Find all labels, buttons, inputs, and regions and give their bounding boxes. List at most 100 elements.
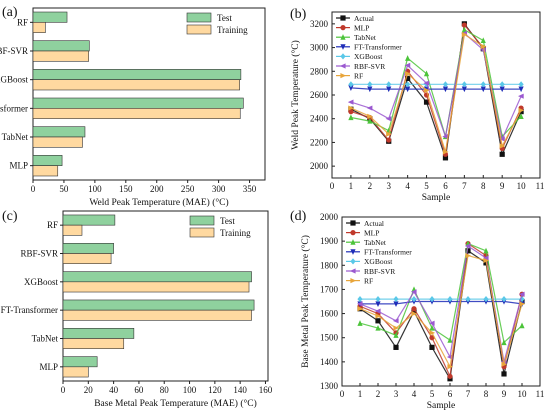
data-point: [404, 62, 411, 68]
data-point: [386, 131, 392, 137]
data-point: [393, 344, 399, 350]
data-point: [465, 253, 472, 259]
category-label: RBF-SVR: [20, 249, 58, 259]
plot-frame: [341, 216, 541, 387]
data-point: [375, 318, 381, 324]
bar-training: [32, 108, 241, 119]
y-axis-label: Base Metal Peak Temperature (°C): [300, 235, 311, 368]
data-point: [429, 330, 436, 336]
x-tick-label: 100: [88, 184, 102, 194]
x-tick-label: 5: [424, 181, 429, 191]
category-label: XGBoost: [24, 277, 59, 287]
x-tick-label: 5: [430, 389, 435, 399]
bar-test: [62, 271, 252, 283]
data-point: [461, 86, 467, 93]
data-point: [517, 93, 524, 99]
y-tick-label: 1600: [320, 309, 339, 319]
plot-frame: [62, 210, 269, 382]
data-point: [375, 324, 381, 331]
legend-marker: [350, 249, 356, 255]
data-point: [501, 361, 508, 367]
bar-test: [32, 155, 63, 166]
data-point: [348, 114, 354, 121]
bar-training: [62, 309, 252, 321]
category-label: MLP: [9, 161, 28, 171]
category-label: FT-Transformer: [0, 103, 28, 113]
legend-label-test: Test: [220, 216, 235, 226]
x-tick-label: 1: [349, 181, 354, 191]
data-point: [499, 81, 505, 88]
y-tick-label: 1700: [320, 284, 339, 294]
data-point: [375, 313, 382, 319]
series-line: [350, 22, 522, 158]
data-point: [410, 289, 417, 295]
data-point: [461, 22, 467, 28]
legend-label: RBF-SVR: [354, 62, 385, 71]
data-point: [465, 248, 471, 254]
data-point: [393, 325, 400, 331]
data-point: [374, 308, 381, 314]
x-tick-label: 7: [466, 389, 471, 399]
x-tick-label: 4: [412, 389, 417, 399]
data-point: [501, 371, 507, 377]
bar-training: [62, 281, 250, 293]
x-axis-label: Sample: [427, 401, 456, 411]
data-point: [367, 81, 373, 88]
data-point: [405, 81, 411, 88]
legend-marker: [350, 220, 356, 226]
legend-label: TabNet: [354, 33, 377, 42]
bar-test: [62, 356, 98, 368]
data-point: [405, 86, 411, 93]
data-point: [442, 133, 449, 140]
x-tick-label: 120: [208, 385, 222, 395]
data-point: [348, 105, 355, 111]
x-tick-label: 50: [59, 184, 69, 194]
data-point: [405, 55, 411, 61]
data-point: [375, 301, 381, 308]
x-tick-label: 11: [536, 181, 545, 191]
plot-frame: [32, 7, 266, 181]
legend-label: RF: [354, 71, 363, 80]
legend-label: FT-Transformer: [364, 248, 412, 257]
series-line: [359, 254, 523, 369]
legend-marker: [350, 239, 356, 245]
y-tick-label: 2200: [310, 137, 329, 147]
x-tick-label: 0: [31, 184, 36, 194]
bar-test: [62, 299, 255, 311]
legend-marker: [350, 258, 356, 265]
data-point: [429, 295, 435, 303]
legend-marker: [350, 230, 356, 236]
category-label: FT-Transformer: [1, 305, 58, 315]
bar-test: [32, 11, 68, 23]
y-tick-label: 1800: [320, 260, 339, 270]
bar-training: [32, 22, 46, 33]
category-label: XGBoost: [0, 75, 28, 85]
data-point: [393, 332, 399, 338]
bar-training: [62, 338, 125, 349]
data-point: [442, 86, 449, 93]
bar-training: [62, 253, 112, 264]
panel-label: (b): [290, 7, 307, 22]
y-tick-label: 3000: [310, 43, 329, 53]
data-point: [386, 81, 392, 88]
y-axis-label: Weld Peak Temperature (°C): [290, 40, 301, 150]
legend-label: RF: [364, 276, 373, 285]
x-tick-label: 60: [134, 385, 144, 395]
category-label: TabNet: [2, 132, 29, 142]
bar-training: [32, 165, 59, 177]
legend-label: Actual: [364, 219, 384, 228]
series-line: [360, 300, 523, 305]
legend-marker: [340, 44, 346, 50]
data-point: [393, 295, 399, 303]
data-point: [480, 86, 486, 93]
data-point: [423, 70, 430, 77]
data-point: [482, 255, 489, 261]
legend-label: MLP: [354, 23, 369, 32]
y-tick-label: 1900: [320, 236, 339, 246]
x-tick-label: 7: [462, 181, 467, 191]
y-tick-label: 2800: [310, 66, 329, 76]
data-point: [501, 339, 507, 346]
series-line: [359, 249, 523, 381]
data-point: [423, 99, 430, 105]
